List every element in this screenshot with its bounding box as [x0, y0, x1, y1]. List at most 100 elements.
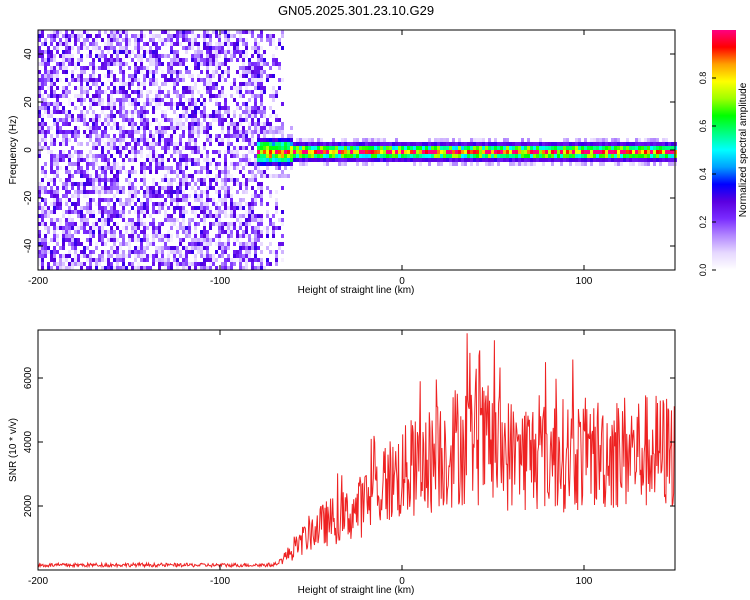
- heatmap-cell: [83, 46, 86, 50]
- heatmap-cell: [242, 62, 245, 66]
- heatmap-cell: [74, 210, 77, 214]
- heatmap-cell: [368, 154, 371, 158]
- heatmap-cell: [275, 130, 278, 134]
- heatmap-cell: [161, 82, 164, 86]
- heatmap-cell: [644, 154, 647, 158]
- heatmap-cell: [245, 262, 248, 266]
- heatmap-cell: [140, 266, 143, 270]
- heatmap-cell: [176, 122, 179, 126]
- heatmap-cell: [503, 150, 506, 154]
- heatmap-cell: [269, 34, 272, 38]
- heatmap-cell: [215, 62, 218, 66]
- heatmap-cell: [557, 146, 560, 150]
- heatmap-cell: [143, 106, 146, 110]
- heatmap-cell: [107, 202, 110, 206]
- heatmap-cell: [146, 226, 149, 230]
- heatmap-cell: [107, 190, 110, 194]
- heatmap-cell: [635, 150, 638, 154]
- heatmap-cell: [506, 154, 509, 158]
- heatmap-cell: [254, 82, 257, 86]
- heatmap-cell: [53, 102, 56, 106]
- heatmap-cell: [158, 166, 161, 170]
- heatmap-cell: [443, 142, 446, 146]
- heatmap-cell: [173, 262, 176, 266]
- heatmap-cell: [254, 86, 257, 90]
- heatmap-cell: [170, 38, 173, 42]
- heatmap-cell: [221, 30, 224, 34]
- heatmap-cell: [275, 250, 278, 254]
- heatmap-cell: [167, 138, 170, 142]
- heatmap-cell: [173, 82, 176, 86]
- heatmap-cell: [62, 58, 65, 62]
- heatmap-cell: [281, 138, 284, 142]
- heatmap-cell: [38, 234, 41, 238]
- heatmap-cell: [119, 138, 122, 142]
- heatmap-cell: [128, 66, 131, 70]
- heatmap-cell: [323, 158, 326, 162]
- heatmap-cell: [365, 146, 368, 150]
- heatmap-cell: [191, 262, 194, 266]
- heatmap-cell: [95, 266, 98, 270]
- heatmap-cell: [134, 138, 137, 142]
- heatmap-cell: [95, 50, 98, 54]
- heatmap-cell: [332, 154, 335, 158]
- heatmap-cell: [140, 110, 143, 114]
- heatmap-cell: [224, 62, 227, 66]
- heatmap-cell: [245, 130, 248, 134]
- heatmap-cell: [254, 266, 257, 270]
- heatmap-cell: [317, 142, 320, 146]
- heatmap-cell: [107, 146, 110, 150]
- heatmap-cell: [80, 70, 83, 74]
- heatmap-cell: [575, 162, 578, 166]
- heatmap-cell: [134, 34, 137, 38]
- heatmap-cell: [44, 138, 47, 142]
- heatmap-cell: [98, 66, 101, 70]
- heatmap-cell: [245, 186, 248, 190]
- heatmap-cell: [176, 166, 179, 170]
- heatmap-cell: [92, 214, 95, 218]
- heatmap-cell: [392, 158, 395, 162]
- heatmap-cell: [275, 210, 278, 214]
- heatmap-cell: [209, 62, 212, 66]
- heatmap-cell: [47, 210, 50, 214]
- heatmap-cell: [179, 58, 182, 62]
- heatmap-cell: [113, 126, 116, 130]
- heatmap-cell: [89, 150, 92, 154]
- heatmap-cell: [53, 194, 56, 198]
- heatmap-cell: [260, 78, 263, 82]
- heatmap-cell: [203, 106, 206, 110]
- heatmap-cell: [242, 198, 245, 202]
- heatmap-cell: [185, 106, 188, 110]
- heatmap-cell: [155, 158, 158, 162]
- heatmap-cell: [179, 206, 182, 210]
- heatmap-cell: [137, 98, 140, 102]
- heatmap-cell: [53, 142, 56, 146]
- heatmap-cell: [77, 98, 80, 102]
- heatmap-cell: [137, 262, 140, 266]
- heatmap-cell: [254, 142, 257, 146]
- heatmap-cell: [71, 54, 74, 58]
- heatmap-cell: [116, 174, 119, 178]
- heatmap-cell: [386, 150, 389, 154]
- heatmap-cell: [65, 182, 68, 186]
- heatmap-cell: [98, 138, 101, 142]
- heatmap-cell: [197, 242, 200, 246]
- heatmap-cell: [260, 62, 263, 66]
- heatmap-cell: [83, 190, 86, 194]
- heatmap-cell: [80, 170, 83, 174]
- heatmap-cell: [296, 158, 299, 162]
- heatmap-cell: [197, 50, 200, 54]
- heatmap-cell: [134, 222, 137, 226]
- heatmap-cell: [89, 258, 92, 262]
- heatmap-cell: [239, 38, 242, 42]
- heatmap-cell: [56, 130, 59, 134]
- heatmap-cell: [548, 142, 551, 146]
- heatmap-cell: [167, 150, 170, 154]
- heatmap-cell: [143, 82, 146, 86]
- heatmap-cell: [275, 254, 278, 258]
- heatmap-cell: [578, 150, 581, 154]
- heatmap-cell: [257, 62, 260, 66]
- heatmap-cell: [263, 226, 266, 230]
- heatmap-cell: [563, 150, 566, 154]
- heatmap-cell: [281, 242, 284, 246]
